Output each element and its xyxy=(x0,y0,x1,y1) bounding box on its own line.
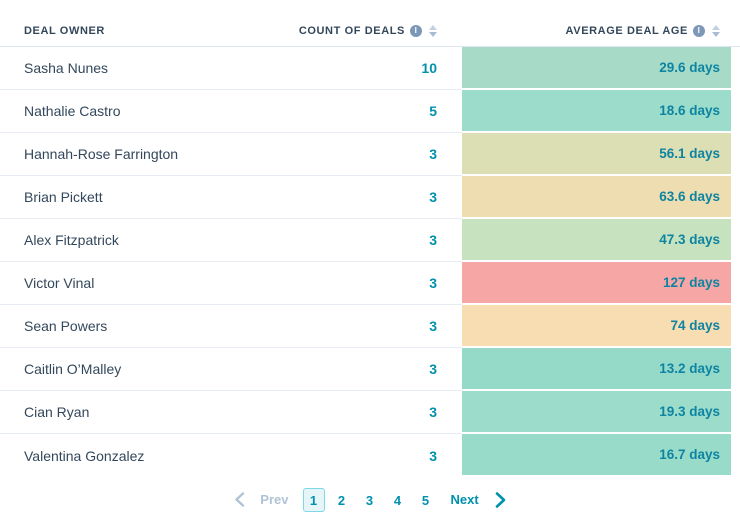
column-header-average-deal-age[interactable]: AVERAGE DEAL AGE i xyxy=(462,25,740,37)
sort-down-icon xyxy=(429,32,437,37)
prev-page-button[interactable] xyxy=(229,491,250,508)
column-gap xyxy=(437,133,462,176)
deal-owner-cell: Nathalie Castro xyxy=(0,90,317,133)
deal-count-link[interactable]: 3 xyxy=(429,189,437,205)
column-label: AVERAGE DEAL AGE xyxy=(565,25,688,37)
table-row: Caitlin O’Malley 3 13.2 days xyxy=(0,348,740,391)
average-deal-age-cell: 56.1 days xyxy=(462,133,731,174)
deal-owner-cell: Caitlin O’Malley xyxy=(0,348,317,391)
table-row: Sean Powers 3 74 days xyxy=(0,305,740,348)
table-header: DEAL OWNER COUNT OF DEALS i AVERAGE DEAL… xyxy=(0,0,740,47)
count-of-deals-cell: 3 xyxy=(317,391,437,434)
sort-down-icon xyxy=(712,32,720,37)
next-label[interactable]: Next xyxy=(450,492,479,507)
column-gap xyxy=(437,391,462,434)
info-icon[interactable]: i xyxy=(693,25,705,37)
average-deal-age-cell: 29.6 days xyxy=(462,47,731,88)
table-row: Sasha Nunes 10 29.6 days xyxy=(0,47,740,90)
column-header-count-of-deals[interactable]: COUNT OF DEALS i xyxy=(299,25,462,37)
sort-arrows-icon[interactable] xyxy=(429,25,437,37)
column-header-deal-owner: DEAL OWNER xyxy=(0,25,317,37)
column-gap xyxy=(437,262,462,305)
column-gap xyxy=(437,176,462,219)
chevron-right-icon xyxy=(495,491,505,508)
table-row: Cian Ryan 3 19.3 days xyxy=(0,391,740,434)
average-deal-age-cell: 74 days xyxy=(462,305,731,346)
count-of-deals-cell: 3 xyxy=(317,219,437,262)
table-row: Alex Fitzpatrick 3 47.3 days xyxy=(0,219,740,262)
column-gap xyxy=(437,305,462,348)
column-label: COUNT OF DEALS xyxy=(298,25,405,37)
info-icon[interactable]: i xyxy=(410,25,422,37)
deal-count-link[interactable]: 10 xyxy=(421,60,437,76)
average-deal-age-cell: 47.3 days xyxy=(462,219,731,260)
next-page-button[interactable] xyxy=(489,491,511,509)
deal-owner-cell: Cian Ryan xyxy=(0,391,317,434)
average-deal-age-cell: 13.2 days xyxy=(462,348,731,389)
deal-owner-cell: Sasha Nunes xyxy=(0,47,317,90)
deal-owner-cell: Victor Vinal xyxy=(0,262,317,305)
table-body: Sasha Nunes 10 29.6 days Nathalie Castro… xyxy=(0,47,740,477)
average-deal-age-cell: 127 days xyxy=(462,262,731,303)
column-gap xyxy=(437,434,462,477)
chevron-left-icon xyxy=(235,492,245,507)
count-of-deals-cell: 5 xyxy=(317,90,437,133)
average-deal-age-cell: 19.3 days xyxy=(462,391,731,432)
deal-count-link[interactable]: 5 xyxy=(429,103,437,119)
count-of-deals-cell: 3 xyxy=(317,176,437,219)
page-button[interactable]: 2 xyxy=(337,492,346,508)
count-of-deals-cell: 10 xyxy=(317,47,437,90)
table-row: Nathalie Castro 5 18.6 days xyxy=(0,90,740,133)
table-row: Hannah-Rose Farrington 3 56.1 days xyxy=(0,133,740,176)
page-button[interactable]: 5 xyxy=(421,492,430,508)
column-gap xyxy=(437,219,462,262)
deal-owner-cell: Brian Pickett xyxy=(0,176,317,219)
average-deal-age-cell: 63.6 days xyxy=(462,176,731,217)
count-of-deals-cell: 3 xyxy=(317,305,437,348)
page-button[interactable]: 4 xyxy=(393,492,402,508)
deal-owner-cell: Valentina Gonzalez xyxy=(24,447,145,464)
deal-count-link[interactable]: 3 xyxy=(429,404,437,420)
deal-count-link[interactable]: 3 xyxy=(429,275,437,291)
page-button[interactable]: 1 xyxy=(302,487,325,512)
deal-owner-cell: Hannah-Rose Farrington xyxy=(0,133,317,176)
deal-count-link[interactable]: 3 xyxy=(429,146,437,162)
page-button[interactable]: 3 xyxy=(365,492,374,508)
deal-count-link[interactable]: 3 xyxy=(429,318,437,334)
column-gap xyxy=(437,47,462,90)
count-of-deals-cell: 3 xyxy=(317,262,437,305)
column-gap xyxy=(437,348,462,391)
deal-owner-cell: Sean Powers xyxy=(0,305,317,348)
table-row: Valentina Gonzalez 3 16.7 days xyxy=(0,434,740,477)
sort-arrows-icon[interactable] xyxy=(712,25,720,37)
sort-up-icon xyxy=(429,25,437,30)
prev-label[interactable]: Prev xyxy=(260,492,289,507)
count-of-deals-cell: 3 xyxy=(317,434,437,477)
count-of-deals-cell: 3 xyxy=(317,133,437,176)
column-label: DEAL OWNER xyxy=(24,25,105,37)
column-gap xyxy=(437,90,462,133)
count-of-deals-cell: 3 xyxy=(317,348,437,391)
table-row: Brian Pickett 3 63.6 days xyxy=(0,176,740,219)
deal-owner-cell: Alex Fitzpatrick xyxy=(0,219,317,262)
average-deal-age-cell: 16.7 days xyxy=(462,434,731,475)
deal-count-link[interactable]: 3 xyxy=(429,447,437,464)
deal-count-link[interactable]: 3 xyxy=(429,361,437,377)
table-row: Victor Vinal 3 127 days xyxy=(0,262,740,305)
average-deal-age-cell: 18.6 days xyxy=(462,90,731,131)
deal-count-link[interactable]: 3 xyxy=(429,232,437,248)
sort-up-icon xyxy=(712,25,720,30)
